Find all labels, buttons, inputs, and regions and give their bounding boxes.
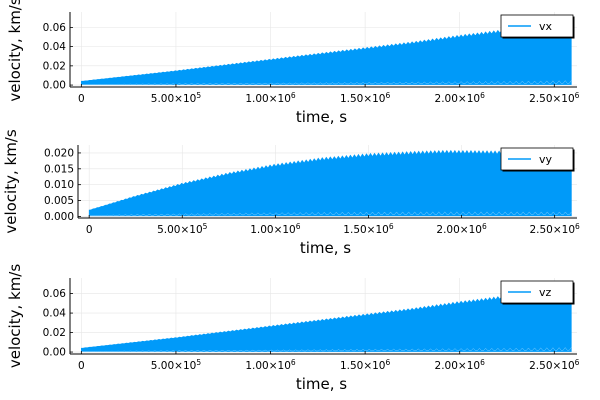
y-tick-label: 0.010 (44, 179, 74, 191)
x-tick-mantissa: 5.00×10 (151, 93, 197, 105)
y-tick-label: 0.015 (44, 163, 74, 175)
x-tick-exponent: 5 (196, 358, 201, 367)
x-tick-label: 0 (78, 93, 85, 105)
series-vz-band (81, 282, 572, 352)
y-axis-title: velocity, km/s (6, 264, 24, 369)
x-tick-exponent: 6 (575, 358, 580, 367)
x-tick-label: 2.50×106 (529, 222, 580, 236)
x-tick-mantissa: 1.00×10 (250, 224, 296, 236)
x-axis-title: time, s (296, 108, 347, 126)
x-tick-mantissa: 2.50×10 (529, 224, 575, 236)
legend-label-vy: vy (539, 153, 553, 166)
x-tick-exponent: 6 (575, 91, 580, 100)
x-tick-label: 2.00×106 (436, 222, 487, 236)
x-tick-mantissa: 5.00×10 (157, 224, 203, 236)
x-tick-label: 5.00×105 (157, 222, 208, 236)
x-axis-title: time, s (296, 375, 347, 393)
x-tick-label: 2.00×106 (435, 91, 486, 105)
series-vy-band (88, 149, 572, 217)
x-tick-exponent: 6 (296, 222, 301, 231)
x-tick-exponent: 6 (389, 222, 394, 231)
x-tick-label: 2.50×106 (529, 91, 580, 105)
y-tick-label: 0.02 (43, 327, 66, 339)
series-vx-baseline-trace (81, 80, 572, 85)
x-tick-label: 2.50×106 (529, 358, 580, 372)
y-tick-label: 0.04 (43, 41, 67, 53)
x-tick-label: 5.00×105 (151, 91, 202, 105)
y-tick-label: 0.02 (43, 60, 66, 72)
legend-box (500, 147, 574, 171)
x-tick-exponent: 6 (480, 91, 485, 100)
y-axis-title: velocity, km/s (2, 129, 20, 234)
x-tick-label: 1.50×106 (340, 358, 391, 372)
x-tick-label: 2.00×106 (435, 358, 486, 372)
x-axis-title: time, s (300, 239, 351, 257)
x-tick-label: 0 (78, 360, 85, 372)
x-tick-mantissa: 1.50×10 (340, 360, 386, 372)
x-tick-exponent: 5 (196, 91, 201, 100)
legend-label-vz: vz (539, 286, 552, 299)
x-tick-mantissa: 0 (86, 224, 93, 236)
y-tick-label: 0.000 (44, 211, 74, 223)
series-vy-baseline-trace (89, 211, 572, 216)
y-tick-label: 0.06 (43, 288, 67, 300)
x-tick-mantissa: 2.00×10 (436, 224, 482, 236)
series-vx-band (81, 16, 572, 85)
x-tick-label: 1.00×106 (245, 358, 296, 372)
x-tick-mantissa: 1.00×10 (245, 93, 291, 105)
x-tick-mantissa: 2.50×10 (529, 93, 575, 105)
x-tick-mantissa: 0 (78, 93, 85, 105)
x-tick-mantissa: 2.50×10 (529, 360, 575, 372)
x-tick-label: 1.50×106 (340, 91, 391, 105)
x-tick-mantissa: 2.00×10 (435, 360, 481, 372)
legend-box (500, 14, 574, 38)
x-tick-mantissa: 1.50×10 (340, 93, 386, 105)
x-tick-exponent: 6 (482, 222, 487, 231)
x-tick-label: 1.50×106 (343, 222, 394, 236)
legend-box (500, 280, 574, 304)
x-tick-label: 5.00×105 (151, 358, 202, 372)
x-tick-label: 1.00×106 (250, 222, 301, 236)
y-tick-label: 0.00 (43, 80, 66, 92)
y-tick-label: 0.005 (44, 195, 74, 207)
y-tick-label: 0.020 (44, 147, 74, 159)
x-tick-mantissa: 5.00×10 (151, 360, 197, 372)
x-tick-label: 1.00×106 (245, 91, 296, 105)
series-vz-baseline-trace (81, 347, 572, 352)
x-tick-mantissa: 0 (78, 360, 85, 372)
y-tick-label: 0.04 (43, 308, 67, 320)
x-tick-exponent: 6 (386, 358, 391, 367)
panel-3: 0 5.00×105 1.00×106 1.50×106 2.00×106 2.50×10… (6, 264, 580, 393)
y-axis-title: velocity, km/s (6, 0, 24, 102)
x-tick-exponent: 5 (203, 222, 208, 231)
x-tick-exponent: 6 (291, 91, 296, 100)
panel-1: 0 5.00×105 1.00×106 1.50×106 2.00×106 2.50×10… (6, 0, 580, 126)
y-tick-label: 0.00 (43, 347, 66, 359)
x-tick-mantissa: 2.00×10 (435, 93, 481, 105)
x-tick-mantissa: 1.00×10 (245, 360, 291, 372)
x-tick-exponent: 6 (291, 358, 296, 367)
x-tick-exponent: 6 (480, 358, 485, 367)
x-tick-exponent: 6 (575, 222, 580, 231)
legend-label-vx: vx (539, 20, 553, 33)
x-tick-exponent: 6 (386, 91, 391, 100)
y-tick-label: 0.06 (43, 22, 67, 34)
x-tick-mantissa: 1.50×10 (343, 224, 389, 236)
panel-2: 0 5.00×105 1.00×106 1.50×106 2.00×106 2.50×10… (2, 129, 580, 257)
x-tick-label: 0 (86, 224, 93, 236)
